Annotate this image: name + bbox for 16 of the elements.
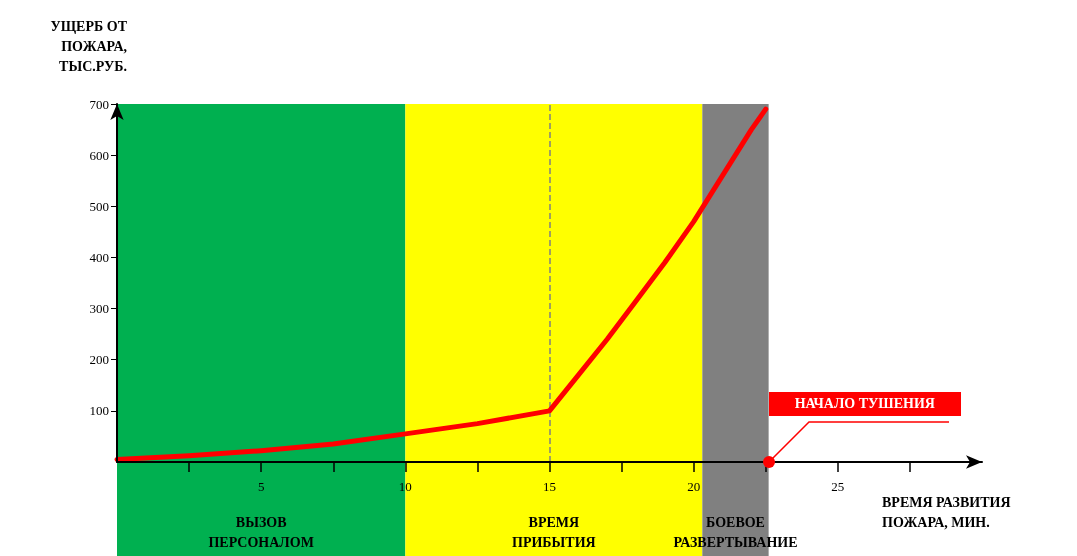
- y-axis-title: УЩЕРБ ОТ ПОЖАРА, ТЫС.РУБ.: [50, 18, 128, 74]
- y-tick-label: 500: [89, 198, 109, 214]
- y-tick-label: 400: [89, 249, 109, 265]
- x-tick-label: 20: [687, 479, 701, 494]
- x-tick-label: 25: [831, 479, 845, 494]
- x-axis-title: ВРЕМЯ РАЗВИТИЯ ПОЖАРА, МИН.: [882, 494, 1011, 530]
- y-tick-label: 700: [89, 96, 109, 112]
- x-tick-label: 5: [257, 479, 265, 494]
- y-tick-label: 100: [89, 403, 109, 419]
- y-tick-label: 300: [89, 301, 109, 317]
- x-tick-label: 15: [543, 479, 556, 494]
- annotation: НАЧАЛО ТУШЕНИЯ: [768, 392, 961, 416]
- y-tick-label: 200: [89, 352, 109, 368]
- y-tick-label: 600: [89, 147, 109, 163]
- band-label: ВЫЗОВ ПЕРСОНАЛОМ: [208, 514, 314, 550]
- band-label: ВРЕМЯ ПРИБЫТИЯ: [511, 514, 596, 550]
